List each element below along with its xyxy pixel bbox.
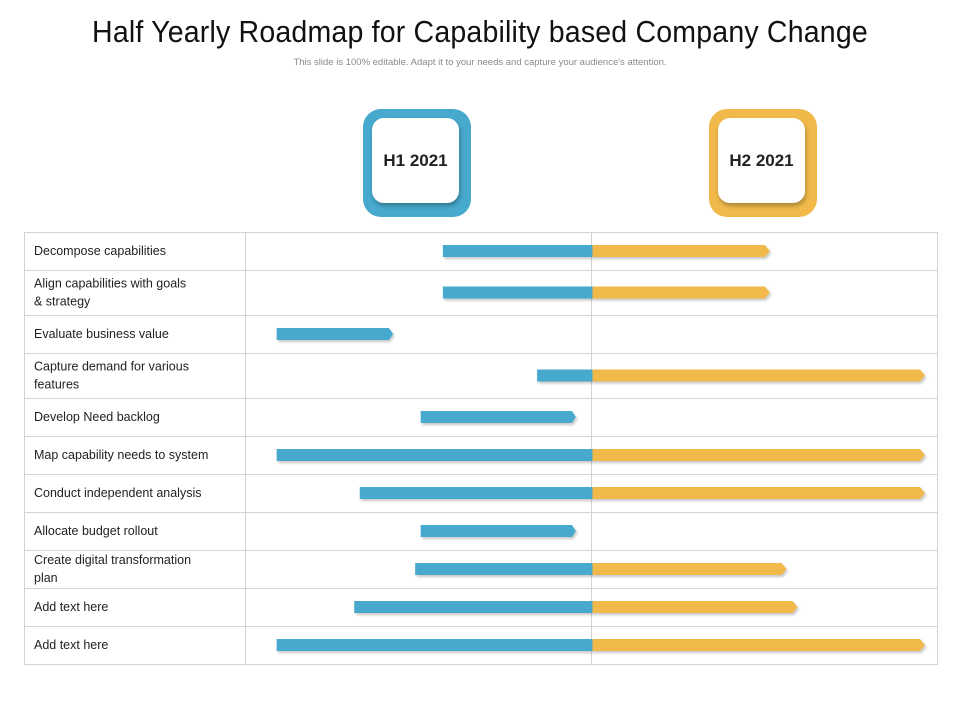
bar-h2: [592, 487, 925, 499]
bar-h2: [592, 286, 770, 299]
task-label: Allocate budget rollout: [34, 524, 158, 538]
bar-h2: [592, 449, 925, 461]
bar-h1: [442, 286, 593, 299]
table-border: [24, 232, 938, 665]
task-label: Evaluate business value: [34, 327, 169, 341]
task-label: Decompose capabilities: [34, 244, 166, 258]
period-h2-box: H2 2021: [709, 109, 817, 217]
bar-h2: [592, 245, 770, 257]
period-h1-box: H1 2021: [363, 109, 471, 217]
bar-h1: [537, 369, 593, 382]
task-label: Add text here: [34, 638, 108, 652]
task-label: Capture demand for various features: [34, 360, 189, 392]
bar-h1: [359, 487, 593, 499]
task-label: Conduct independent analysis: [34, 486, 201, 500]
bar-h2: [592, 601, 798, 613]
period-h2-label: H2 2021: [718, 118, 805, 203]
page-title: Half Yearly Roadmap for Capability based…: [92, 14, 868, 49]
period-h1-label: H1 2021: [372, 118, 459, 203]
bar-h1: [442, 245, 593, 257]
task-label: Add text here: [34, 600, 108, 614]
task-label: Map capability needs to system: [34, 448, 208, 462]
page-subtitle: This slide is 100% editable. Adapt it to…: [293, 57, 667, 68]
bar-h1: [420, 525, 576, 537]
bar-h1: [415, 563, 593, 575]
bar-h1: [276, 449, 593, 461]
task-label: Develop Need backlog: [34, 410, 160, 424]
task-label: Create digital transformation plan: [34, 553, 191, 585]
bar-h2: [592, 369, 925, 382]
bar-h1: [354, 601, 593, 613]
bar-h2: [592, 639, 925, 651]
bar-h2: [592, 563, 787, 575]
task-label: Align capabilities with goals & strategy: [34, 277, 186, 309]
bar-h1: [420, 411, 576, 423]
bar-h1: [276, 328, 393, 340]
bar-h1: [276, 639, 593, 651]
